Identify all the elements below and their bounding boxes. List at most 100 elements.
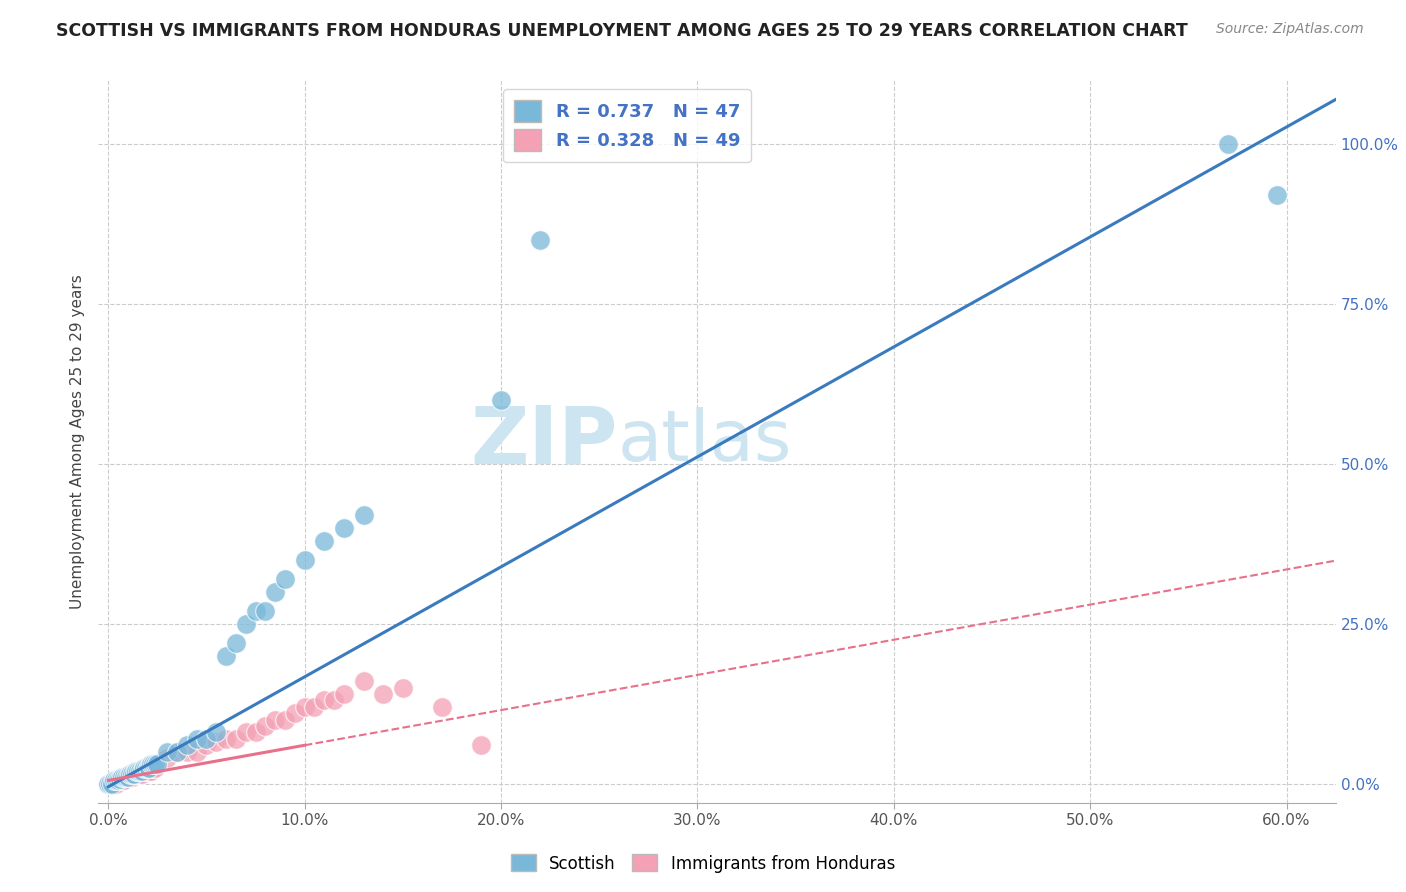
Point: [138, 764, 160, 778]
Point: [142, 757, 165, 772]
Point: [138, 761, 160, 775]
Point: [166, 745, 188, 759]
Text: atlas: atlas: [619, 407, 793, 476]
Point: [135, 764, 157, 778]
Point: [529, 233, 551, 247]
Point: [333, 687, 356, 701]
Point: [125, 764, 148, 778]
Point: [118, 770, 141, 784]
Point: [205, 735, 228, 749]
Point: [108, 773, 131, 788]
Point: [136, 764, 159, 778]
Point: [142, 761, 165, 775]
Point: [294, 553, 316, 567]
Point: [111, 773, 134, 788]
Point: [107, 773, 129, 788]
Point: [176, 745, 198, 759]
Point: [108, 772, 131, 786]
Point: [103, 773, 125, 788]
Point: [225, 636, 247, 650]
Point: [132, 764, 155, 778]
Point: [121, 770, 143, 784]
Point: [127, 767, 149, 781]
Point: [176, 738, 198, 752]
Point: [156, 745, 179, 759]
Point: [489, 392, 512, 407]
Point: [141, 757, 163, 772]
Point: [128, 767, 150, 781]
Point: [156, 751, 179, 765]
Point: [392, 681, 415, 695]
Point: [254, 719, 277, 733]
Point: [1216, 137, 1239, 152]
Point: [122, 767, 145, 781]
Legend: R = 0.737   N = 47, R = 0.328   N = 49: R = 0.737 N = 47, R = 0.328 N = 49: [503, 89, 751, 162]
Point: [117, 770, 139, 784]
Point: [195, 731, 218, 746]
Point: [136, 761, 159, 775]
Point: [264, 713, 287, 727]
Point: [145, 761, 167, 775]
Point: [101, 776, 124, 790]
Point: [245, 604, 267, 618]
Point: [1265, 188, 1288, 202]
Point: [97, 776, 120, 790]
Point: [121, 767, 143, 781]
Point: [131, 764, 153, 778]
Point: [235, 725, 257, 739]
Point: [254, 604, 277, 618]
Point: [430, 699, 453, 714]
Point: [314, 533, 336, 548]
Point: [122, 767, 145, 781]
Point: [112, 770, 135, 784]
Point: [215, 648, 238, 663]
Point: [245, 725, 267, 739]
Legend: Scottish, Immigrants from Honduras: Scottish, Immigrants from Honduras: [505, 847, 901, 880]
Point: [105, 773, 128, 788]
Point: [186, 731, 208, 746]
Point: [127, 764, 149, 778]
Point: [98, 776, 121, 790]
Point: [264, 584, 287, 599]
Point: [98, 776, 121, 790]
Point: [294, 699, 316, 714]
Y-axis label: Unemployment Among Ages 25 to 29 years: Unemployment Among Ages 25 to 29 years: [69, 274, 84, 609]
Point: [135, 761, 157, 775]
Point: [118, 767, 141, 781]
Text: ZIP: ZIP: [471, 402, 619, 481]
Point: [112, 773, 135, 788]
Point: [132, 761, 155, 775]
Text: SCOTTISH VS IMMIGRANTS FROM HONDURAS UNEMPLOYMENT AMONG AGES 25 TO 29 YEARS CORR: SCOTTISH VS IMMIGRANTS FROM HONDURAS UNE…: [56, 22, 1188, 40]
Point: [107, 773, 129, 788]
Point: [333, 521, 356, 535]
Text: Source: ZipAtlas.com: Source: ZipAtlas.com: [1216, 22, 1364, 37]
Point: [186, 745, 208, 759]
Point: [103, 776, 125, 790]
Point: [353, 508, 375, 522]
Point: [195, 738, 218, 752]
Point: [125, 767, 148, 781]
Point: [115, 770, 138, 784]
Point: [115, 770, 138, 784]
Point: [274, 713, 297, 727]
Point: [353, 674, 375, 689]
Point: [128, 764, 150, 778]
Point: [146, 757, 169, 772]
Point: [235, 616, 257, 631]
Point: [101, 776, 124, 790]
Point: [225, 731, 247, 746]
Point: [141, 764, 163, 778]
Point: [284, 706, 307, 721]
Point: [274, 572, 297, 586]
Point: [314, 693, 336, 707]
Point: [215, 731, 238, 746]
Point: [131, 767, 153, 781]
Point: [166, 745, 188, 759]
Point: [470, 738, 492, 752]
Point: [205, 725, 228, 739]
Point: [97, 776, 120, 790]
Point: [111, 770, 134, 784]
Point: [117, 770, 139, 784]
Point: [145, 757, 167, 772]
Point: [323, 693, 346, 707]
